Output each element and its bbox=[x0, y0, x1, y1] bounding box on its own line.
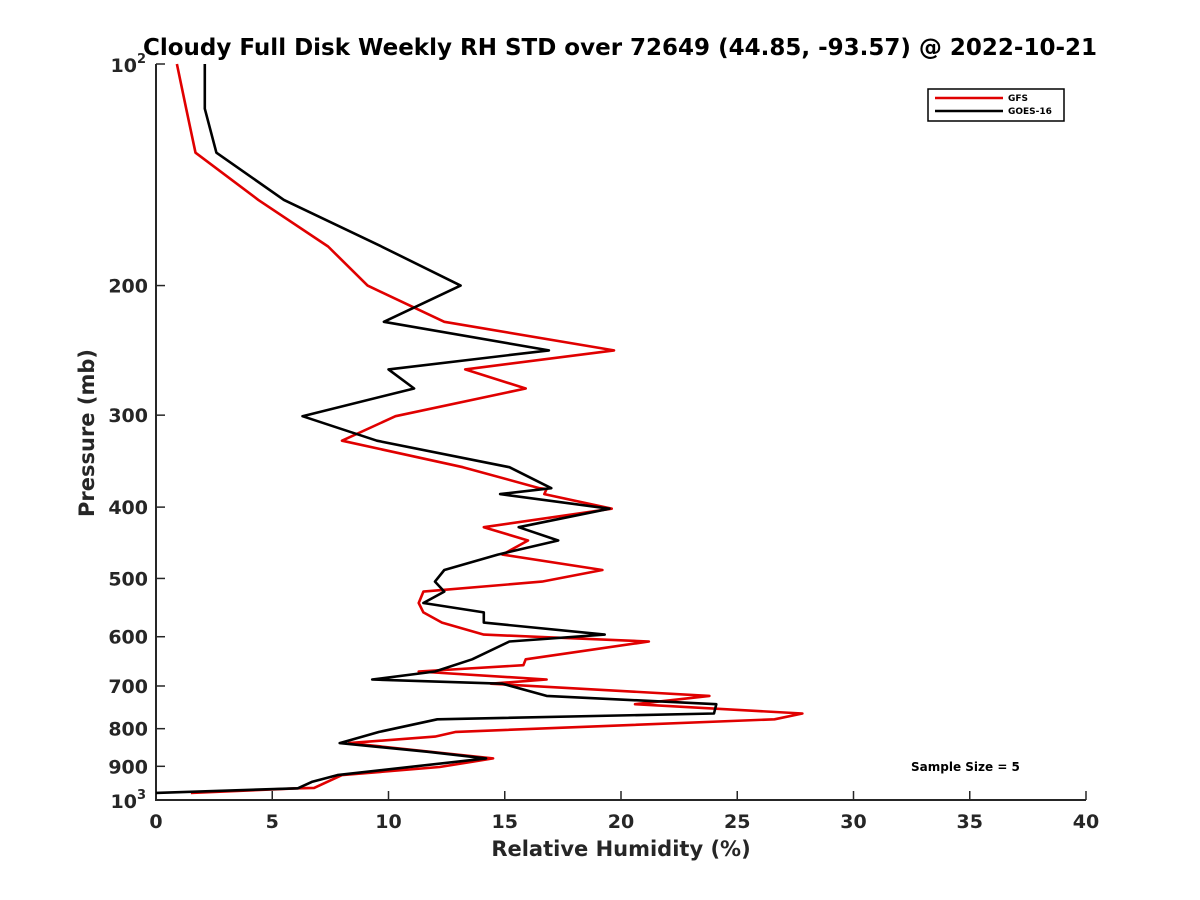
x-tick-label: 20 bbox=[608, 811, 634, 833]
chart-title: Cloudy Full Disk Weekly RH STD over 7264… bbox=[143, 35, 1097, 61]
x-tick-label: 30 bbox=[840, 811, 866, 833]
y-tick-label: 600 bbox=[108, 627, 148, 649]
y-tick-label: 103 bbox=[111, 788, 147, 813]
legend: GFS GOES-16 bbox=[927, 88, 1065, 122]
y-axis-ticks: 102 200 300 400 500 600 700 800 900 103 bbox=[108, 52, 165, 813]
x-axis-ticks: 0 5 10 15 20 25 30 35 40 bbox=[149, 791, 1099, 833]
x-tick-label: 5 bbox=[266, 811, 279, 833]
y-tick-label: 300 bbox=[108, 405, 148, 427]
y-tick-label: 800 bbox=[108, 719, 148, 741]
y-tick-label: 700 bbox=[108, 676, 148, 698]
y-tick-label: 200 bbox=[108, 276, 148, 298]
series-line-gfs bbox=[175, 63, 804, 795]
y-tick-label: 500 bbox=[108, 568, 148, 590]
legend-label-goes-16: GOES-16 bbox=[1008, 107, 1052, 117]
legend-label-gfs: GFS bbox=[1008, 94, 1028, 104]
x-tick-label: 15 bbox=[492, 811, 518, 833]
x-tick-label: 25 bbox=[724, 811, 750, 833]
sample-size-annotation: Sample Size = 5 bbox=[911, 760, 1020, 774]
y-tick-label: 900 bbox=[108, 756, 148, 778]
plot-area: 0 5 10 15 20 25 30 35 40 102 200 300 400 500 600 700 80… bbox=[108, 52, 1099, 833]
y-axis-label: Pressure (mb) bbox=[75, 349, 99, 517]
x-tick-label: 35 bbox=[957, 811, 983, 833]
series-lines bbox=[155, 63, 804, 795]
y-tick-label: 400 bbox=[108, 497, 148, 519]
x-tick-label: 40 bbox=[1073, 811, 1099, 833]
x-tick-label: 0 bbox=[149, 811, 162, 833]
legend-box bbox=[927, 88, 1065, 122]
series-line-goes-16 bbox=[155, 64, 718, 795]
x-tick-label: 10 bbox=[375, 811, 401, 833]
x-axis-label: Relative Humidity (%) bbox=[491, 837, 750, 861]
y-tick-label: 102 bbox=[111, 52, 147, 77]
